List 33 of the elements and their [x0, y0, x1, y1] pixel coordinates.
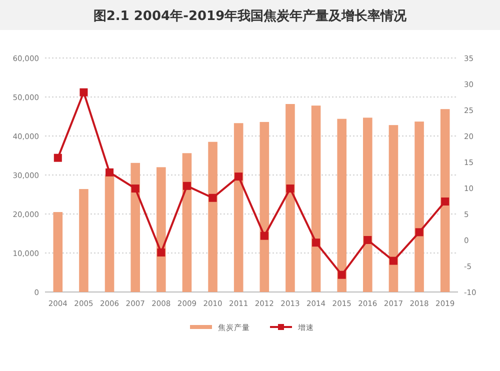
point: [157, 248, 166, 256]
point: [106, 168, 114, 176]
bar: [337, 118, 346, 292]
bar: [311, 106, 321, 292]
bar: [53, 212, 63, 292]
bar: [79, 189, 88, 292]
bar: [388, 125, 398, 292]
bar: [130, 162, 140, 292]
bar: [414, 122, 424, 292]
point: [312, 238, 320, 247]
point: [234, 172, 243, 181]
bar: [208, 142, 218, 292]
chart-title: 图2.1 2004年-2019年我国焦炭年产量及增长率情况: [93, 8, 408, 24]
point: [131, 184, 140, 193]
bar: [156, 167, 166, 292]
bar: [182, 153, 192, 292]
point: [415, 228, 424, 236]
point: [54, 154, 62, 162]
point: [260, 232, 268, 240]
bar: [363, 118, 372, 292]
bar: [260, 122, 270, 292]
point: [208, 194, 217, 202]
bar: [440, 109, 450, 292]
point: [182, 182, 191, 190]
point: [80, 88, 88, 96]
bar: [104, 176, 114, 292]
point: [441, 198, 450, 206]
point: [364, 236, 372, 244]
point: [389, 256, 398, 265]
bar: [286, 104, 295, 292]
point: [338, 270, 346, 279]
bar: [234, 123, 244, 292]
point: [286, 184, 294, 193]
